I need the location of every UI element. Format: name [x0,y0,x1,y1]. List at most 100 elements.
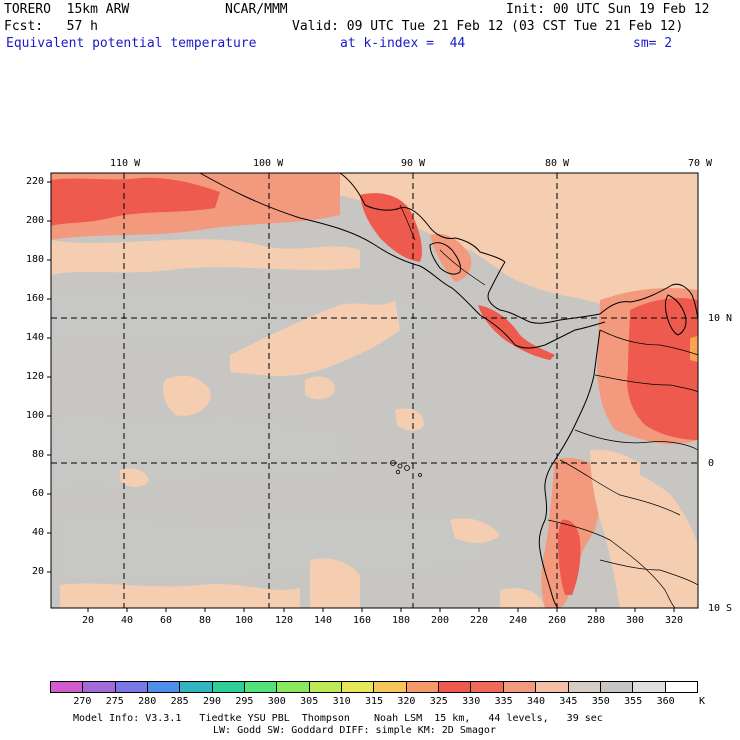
y-tick-label: 100 [26,410,45,421]
y-tick-label: 160 [26,293,45,304]
colorbar-label: 340 [526,696,546,707]
colorbar-label: 305 [300,696,319,707]
peru-hot [558,519,581,595]
north-light-band [340,173,698,330]
colorbar-swatch [439,682,472,692]
colombia-peak [690,336,698,362]
x-tick-label: 120 [275,615,294,626]
colorbar-swatch [51,682,84,692]
lat-label: 10 N [708,313,733,324]
y-tick-label: 220 [26,176,45,187]
valid-time: Valid: 09 UTC Tue 21 Feb 12 (03 CST Tue … [292,19,684,34]
colorbar-label: 290 [202,696,222,707]
colorbar-label: 330 [462,696,481,707]
x-tick-label: 220 [470,615,489,626]
lon-label: 110 W [110,158,141,169]
field-name: Equivalent potential temperature [6,36,257,51]
x-tick-label: 280 [587,615,606,626]
colorbar-unit: K [699,696,706,707]
colorbar-label: 360 [656,696,675,707]
y-tick-label: 140 [26,332,45,343]
model-name: TORERO 15km ARW [4,2,130,17]
colorbar-swatch [277,682,310,692]
x-tick-label: 260 [548,615,567,626]
lat-label: 10 S [708,603,733,614]
y-tick-label: 20 [32,566,45,577]
y-tick-label: 180 [26,254,45,265]
x-tick-label: 200 [431,615,450,626]
colorbar-swatch [115,682,149,692]
forecast-hour: Fcst: 57 h [4,19,98,34]
lat-label: 0 [708,458,715,469]
x-tick-label: 100 [235,615,254,626]
colorbar-swatch [212,682,246,692]
colorbar-swatch [568,682,601,692]
y-tick-label: 60 [32,488,45,499]
x-tick-label: 300 [626,615,645,626]
colorbar-swatch [309,682,343,692]
colorbar-label: 355 [624,696,643,707]
x-tick-label: 40 [121,615,134,626]
north-hot-band [51,177,220,226]
x-tick-label: 320 [665,615,684,626]
y-tick-label: 200 [26,215,45,226]
colorbar-label: 350 [591,696,610,707]
borders [399,204,699,609]
colorbar-swatch [83,682,116,692]
warm-patches [51,239,545,608]
x-tick-label: 180 [392,615,411,626]
physics-info: LW: Godd SW: Goddard DIFF: simple KM: 2D… [213,725,496,736]
lon-label: 70 W [688,158,713,169]
colorbar-swatch [374,682,407,692]
colorbar-swatch [342,682,375,692]
colorbar-label: 320 [397,696,416,707]
lat-lon-gridlines [51,173,698,608]
x-tick-label: 140 [314,615,333,626]
y-tick-label: 80 [32,449,45,460]
colorbar-label: 280 [138,696,157,707]
colorbar-swatch [471,682,504,692]
model-info: Model Info: V3.3.1 Tiedtke YSU PBL Thomp… [73,713,603,724]
y-tick-label: 40 [32,527,45,538]
colorbar-swatch [180,682,213,692]
colorbar-label: 310 [332,696,351,707]
colorbar-label: 270 [73,696,92,707]
colorbar-swatch [633,682,666,692]
center-name: NCAR/MMM [225,2,288,17]
colorbar-swatch [665,682,697,692]
colorbar-label: 285 [170,696,189,707]
colorbar-label: 295 [235,696,254,707]
map-frame [50,172,699,609]
colorbar-label: 300 [267,696,286,707]
init-time: Init: 00 UTC Sun 19 Feb 12 [506,2,710,17]
colorbar-swatch [600,682,634,692]
yucatan-warm [430,233,472,282]
colorbar [50,681,698,693]
colorbar-swatch [503,682,537,692]
lon-label: 80 W [545,158,570,169]
andes-warm-strip [590,449,698,608]
colorbar-label: 335 [494,696,513,707]
colorbar-label: 275 [105,696,124,707]
colorbar-swatch [148,682,181,692]
colorbar-label: 345 [559,696,578,707]
smoothing: sm= 2 [633,36,673,51]
level-index: at k-index = 44 [340,36,466,51]
colorbar-swatch [536,682,569,692]
lon-label: 100 W [253,158,284,169]
x-tick-label: 20 [82,615,95,626]
colorbar-label: 315 [364,696,384,707]
x-tick-label: 160 [353,615,372,626]
x-tick-label: 80 [199,615,212,626]
lon-label: 90 W [401,158,426,169]
x-tick-label: 240 [509,615,528,626]
central-america-hot [360,193,422,262]
colorbar-swatch [245,682,278,692]
y-tick-label: 120 [26,371,45,382]
colorbar-label: 325 [429,696,448,707]
colorbar-swatch [406,682,440,692]
axis-ticks [47,181,675,612]
costa-rica-hot [478,305,555,360]
amazon-grey [640,452,698,520]
